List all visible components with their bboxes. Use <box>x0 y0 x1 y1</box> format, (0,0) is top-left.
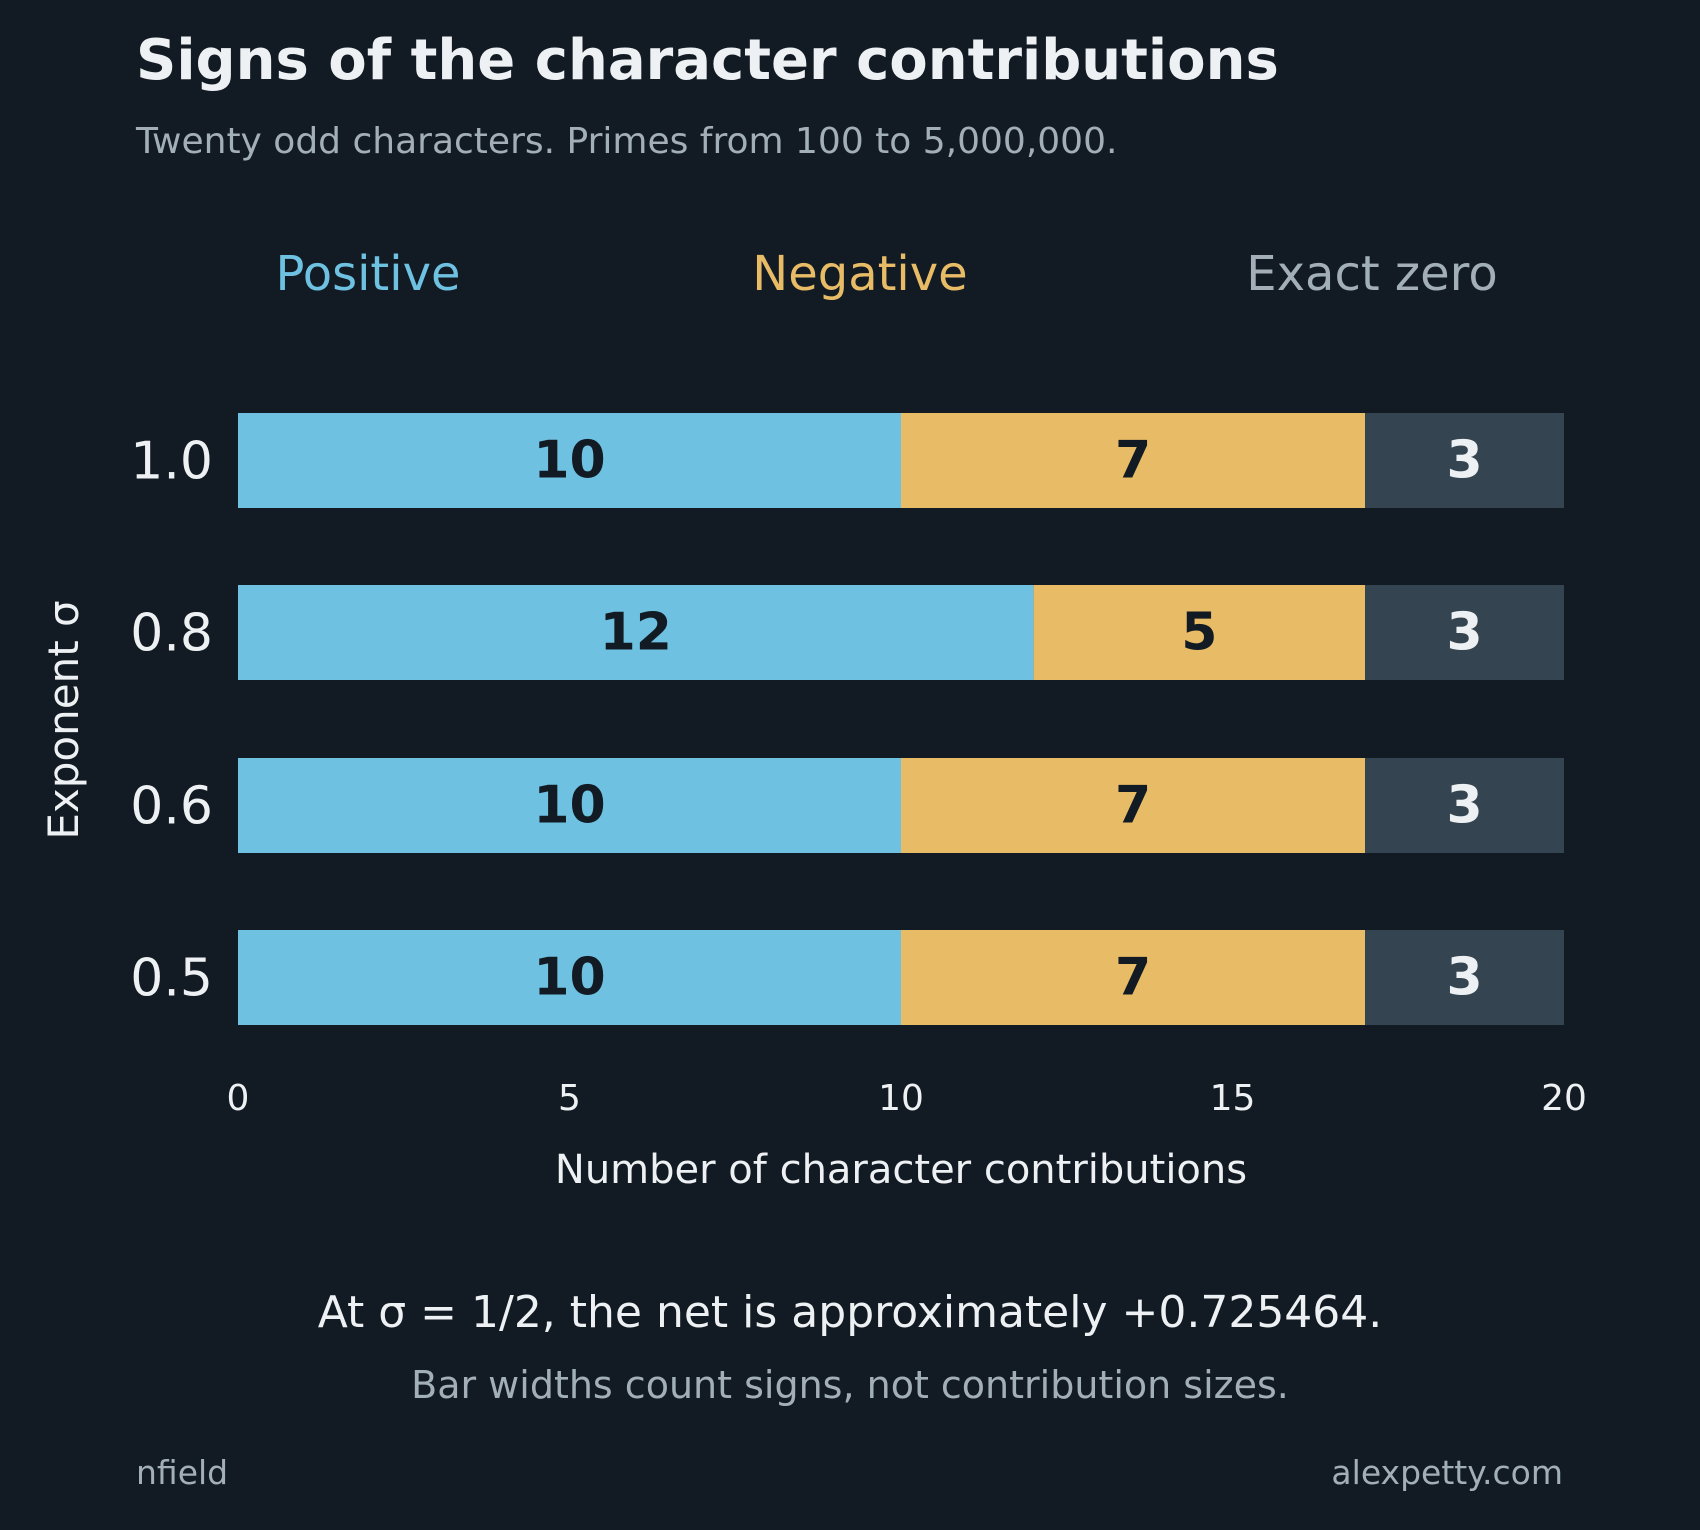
footer-source: nfield <box>136 1453 229 1492</box>
bar-positive-0.5 <box>238 930 901 1025</box>
bar-value-label: 12 <box>600 603 672 663</box>
bar-width-note: Bar widths count signs, not contribution… <box>411 1363 1289 1407</box>
x-tick-label: 10 <box>878 1078 924 1119</box>
bar-value-label: 3 <box>1446 948 1482 1008</box>
legend-label-positive: Positive <box>275 246 460 302</box>
bar-value-label: 7 <box>1115 431 1151 491</box>
x-tick-label: 0 <box>227 1078 250 1119</box>
bar-value-label: 7 <box>1115 776 1151 836</box>
bar-negative-1.0 <box>901 413 1366 508</box>
x-axis-label: Number of character contributions <box>555 1147 1247 1193</box>
y-tick-label: 1.0 <box>130 432 213 492</box>
bar-exact-zero-0.8 <box>1365 585 1564 680</box>
legend-label-negative: Negative <box>752 246 967 302</box>
bar-negative-0.6 <box>901 758 1366 853</box>
bar-value-label: 10 <box>533 431 605 491</box>
x-tick-label: 5 <box>558 1078 581 1119</box>
bar-positive-1.0 <box>238 413 901 508</box>
bar-negative-0.8 <box>1033 585 1366 680</box>
bar-exact-zero-0.6 <box>1365 758 1564 853</box>
bar-value-label: 10 <box>533 776 605 836</box>
net-value-note: At σ = 1/2, the net is approximately +0.… <box>317 1287 1383 1338</box>
y-axis-label: Exponent σ <box>39 600 88 839</box>
chart-subtitle: Twenty odd characters. Primes from 100 t… <box>136 121 1118 162</box>
y-tick-label: 0.8 <box>130 604 213 664</box>
bar-exact-zero-0.5 <box>1365 930 1564 1025</box>
bar-positive-0.8 <box>238 585 1034 680</box>
bar-negative-0.5 <box>901 930 1366 1025</box>
y-tick-label: 0.5 <box>130 949 213 1009</box>
bar-positive-0.6 <box>238 758 901 853</box>
bar-exact-zero-1.0 <box>1365 413 1564 508</box>
x-tick-label: 20 <box>1541 1078 1587 1119</box>
footer-site: alexpetty.com <box>1331 1453 1563 1492</box>
bar-value-label: 10 <box>533 948 605 1008</box>
x-tick-label: 15 <box>1210 1078 1256 1119</box>
chart-title: Signs of the character contributions <box>136 28 1279 93</box>
bar-value-label: 3 <box>1446 776 1482 836</box>
bar-value-label: 5 <box>1181 603 1217 663</box>
bar-value-label: 7 <box>1115 948 1151 1008</box>
bar-value-label: 3 <box>1446 431 1482 491</box>
y-tick-label: 0.6 <box>130 777 213 837</box>
bar-value-label: 3 <box>1446 603 1482 663</box>
legend-label-exact-zero: Exact zero <box>1246 246 1497 302</box>
